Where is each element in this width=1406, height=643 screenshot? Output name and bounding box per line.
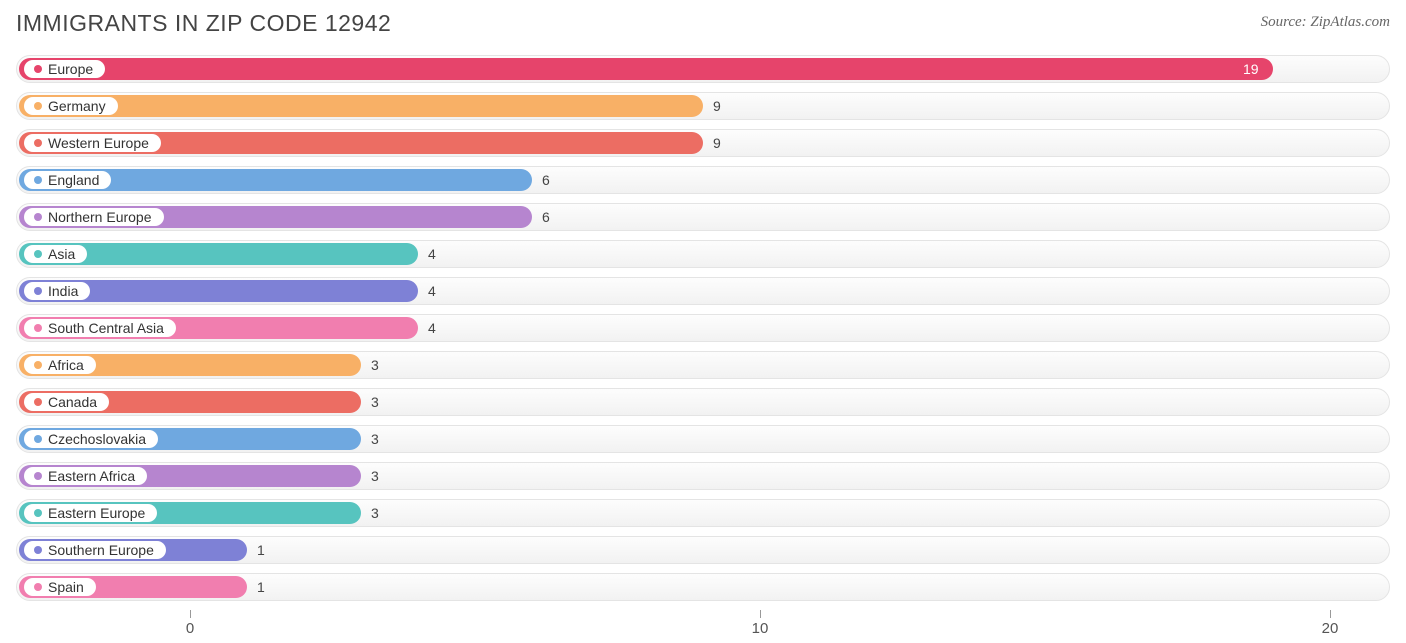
bar-label: Southern Europe xyxy=(48,542,154,558)
bar-color-dot xyxy=(34,102,42,110)
bar-color-dot xyxy=(34,472,42,480)
bar-value: 3 xyxy=(371,351,379,379)
bar-row: Northern Europe 6 xyxy=(16,203,1390,231)
bar-label-pill: Asia xyxy=(24,245,87,263)
bar-label-pill: Eastern Europe xyxy=(24,504,157,522)
axis-tick-label: 10 xyxy=(752,620,769,637)
bar-label: England xyxy=(48,172,99,188)
bar-color-dot xyxy=(34,250,42,258)
bar-color-dot xyxy=(34,583,42,591)
bar-value: 1 xyxy=(257,536,265,564)
bar-label-pill: India xyxy=(24,282,90,300)
bar-chart: Europe19Germany9Western Europe9England6N… xyxy=(16,55,1390,601)
bar-label: Asia xyxy=(48,246,75,262)
bar-color-dot xyxy=(34,213,42,221)
header: IMMIGRANTS IN ZIP CODE 12942 Source: Zip… xyxy=(16,10,1390,37)
x-axis: 0 10 20 xyxy=(16,610,1390,640)
axis-tick-label: 0 xyxy=(186,620,194,637)
bar-row: Canada 3 xyxy=(16,388,1390,416)
bar-value: 1 xyxy=(257,573,265,601)
bar-label-pill: Germany xyxy=(24,97,118,115)
bar-label: Spain xyxy=(48,579,84,595)
bar-value: 3 xyxy=(371,499,379,527)
bar-label-pill: England xyxy=(24,171,111,189)
bar-label: Europe xyxy=(48,61,93,77)
bar-row: South Central Asia 4 xyxy=(16,314,1390,342)
bar-label: Canada xyxy=(48,394,97,410)
axis-tick xyxy=(1330,610,1331,618)
bar-fill xyxy=(19,58,1273,80)
bar-color-dot xyxy=(34,509,42,517)
bar-color-dot xyxy=(34,398,42,406)
bar-value: 4 xyxy=(428,277,436,305)
bar-label-pill: Eastern Africa xyxy=(24,467,147,485)
bar-row: Africa 3 xyxy=(16,351,1390,379)
bar-value: 3 xyxy=(371,462,379,490)
bar-value: 4 xyxy=(428,314,436,342)
bar-row: Eastern Europe 3 xyxy=(16,499,1390,527)
bar-value: 19 xyxy=(1243,55,1259,83)
bar-label-pill: South Central Asia xyxy=(24,319,176,337)
bar-color-dot xyxy=(34,176,42,184)
bar-color-dot xyxy=(34,361,42,369)
bar-row: India 4 xyxy=(16,277,1390,305)
bar-label: Germany xyxy=(48,98,106,114)
bar-label-pill: Spain xyxy=(24,578,96,596)
bar-row: Asia 4 xyxy=(16,240,1390,268)
bar-label-pill: Northern Europe xyxy=(24,208,164,226)
bar-value: 6 xyxy=(542,203,550,231)
bar-value: 9 xyxy=(713,129,721,157)
bar-color-dot xyxy=(34,435,42,443)
bar-label: South Central Asia xyxy=(48,320,164,336)
bar-value: 9 xyxy=(713,92,721,120)
chart-title: IMMIGRANTS IN ZIP CODE 12942 xyxy=(16,10,391,37)
bar-value: 3 xyxy=(371,388,379,416)
bar-label-pill: Europe xyxy=(24,60,105,78)
bar-row: Western Europe 9 xyxy=(16,129,1390,157)
bar-value: 4 xyxy=(428,240,436,268)
bar-row: Eastern Africa 3 xyxy=(16,462,1390,490)
bar-label: Africa xyxy=(48,357,84,373)
bar-color-dot xyxy=(34,139,42,147)
bar-label: Eastern Africa xyxy=(48,468,135,484)
bar-color-dot xyxy=(34,287,42,295)
bar-row: Spain 1 xyxy=(16,573,1390,601)
bar-label: India xyxy=(48,283,78,299)
bar-label: Eastern Europe xyxy=(48,505,145,521)
bar-value: 3 xyxy=(371,425,379,453)
bar-row: England 6 xyxy=(16,166,1390,194)
bar-label-pill: Czechoslovakia xyxy=(24,430,158,448)
bar-label: Northern Europe xyxy=(48,209,152,225)
bar-row: Europe 19 xyxy=(16,55,1390,83)
axis-tick xyxy=(760,610,761,618)
chart-container: IMMIGRANTS IN ZIP CODE 12942 Source: Zip… xyxy=(0,0,1406,643)
bar-color-dot xyxy=(34,324,42,332)
bar-label: Czechoslovakia xyxy=(48,431,146,447)
bar-row: Czechoslovakia 3 xyxy=(16,425,1390,453)
axis-tick xyxy=(190,610,191,618)
source-attribution: Source: ZipAtlas.com xyxy=(1261,14,1390,31)
bar-row: Southern Europe 1 xyxy=(16,536,1390,564)
axis-tick-label: 20 xyxy=(1322,620,1339,637)
bar-value: 6 xyxy=(542,166,550,194)
bar-row: Germany 9 xyxy=(16,92,1390,120)
bar-label: Western Europe xyxy=(48,135,149,151)
bar-color-dot xyxy=(34,546,42,554)
bar-label-pill: Southern Europe xyxy=(24,541,166,559)
bar-color-dot xyxy=(34,65,42,73)
bar-label-pill: Africa xyxy=(24,356,96,374)
bar-label-pill: Canada xyxy=(24,393,109,411)
bar-fill xyxy=(19,95,703,117)
bar-label-pill: Western Europe xyxy=(24,134,161,152)
